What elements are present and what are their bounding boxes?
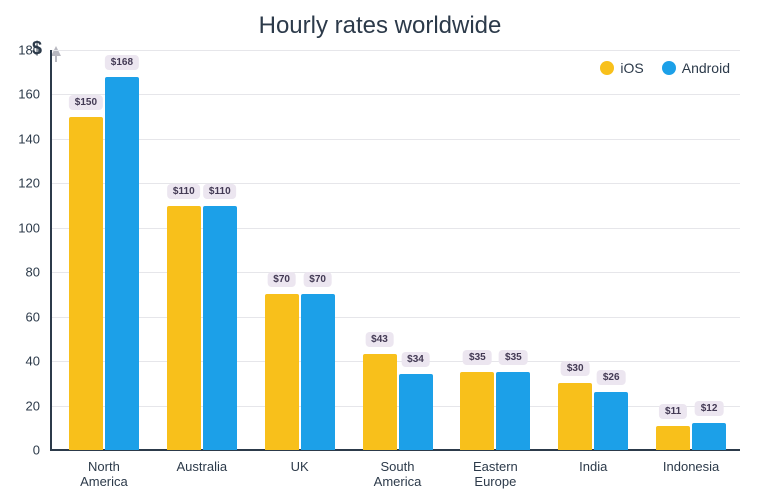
bar-ios: $43 [363,354,397,450]
value-badge: $26 [597,370,626,385]
x-label: Eastern Europe [446,459,544,490]
y-tick: 180 [0,43,40,58]
bar-android: $35 [496,372,530,450]
y-axis-line [50,50,52,450]
value-badge: $35 [499,350,528,365]
bar-group: $43$34 [349,354,447,450]
bar-android: $168 [105,77,139,450]
bar-group: $110$110 [153,206,251,450]
x-label: UK [251,459,349,490]
value-badge: $70 [303,272,332,287]
bar-android: $70 [301,294,335,450]
bar-ios: $110 [167,206,201,450]
bar-android: $34 [399,374,433,450]
bar-android: $110 [203,206,237,450]
value-badge: $168 [105,55,139,70]
value-badge: $35 [463,350,492,365]
bar-android: $12 [692,423,726,450]
bar-ios: $11 [656,426,690,450]
x-label: Indonesia [642,459,740,490]
bar-group: $35$35 [446,372,544,450]
x-label: India [544,459,642,490]
y-tick: 140 [0,131,40,146]
value-badge: $150 [69,95,103,110]
value-badge: $30 [561,361,590,376]
bar-ios: $35 [460,372,494,450]
bar-group: $11$12 [642,423,740,450]
y-tick: 120 [0,176,40,191]
bar-group: $70$70 [251,294,349,450]
y-tick: 160 [0,87,40,102]
bar-android: $26 [594,392,628,450]
bar-ios: $70 [265,294,299,450]
bar-ios: $30 [558,383,592,450]
y-tick: 0 [0,443,40,458]
value-badge: $110 [167,184,201,199]
y-tick: 20 [0,398,40,413]
bar-group: $150$168 [55,77,153,450]
chart-title: Hourly rates worldwide [0,0,760,44]
chart-container: Hourly rates worldwide $ iOS Android 020… [0,0,760,500]
x-labels: North AmericaAustraliaUKSouth AmericaEas… [55,459,740,490]
value-badge: $12 [695,401,724,416]
y-tick: 80 [0,265,40,280]
value-badge: $70 [267,272,296,287]
bar-ios: $150 [69,117,103,450]
value-badge: $11 [659,404,687,419]
value-badge: $110 [203,184,237,199]
x-label: South America [349,459,447,490]
y-tick: 40 [0,354,40,369]
value-badge: $43 [365,332,394,347]
x-label: North America [55,459,153,490]
value-badge: $34 [401,352,430,367]
y-tick: 100 [0,220,40,235]
bars-area: $150$168$110$110$70$70$43$34$35$35$30$26… [55,50,740,450]
y-tick: 60 [0,309,40,324]
x-label: Australia [153,459,251,490]
bar-group: $30$26 [544,383,642,450]
